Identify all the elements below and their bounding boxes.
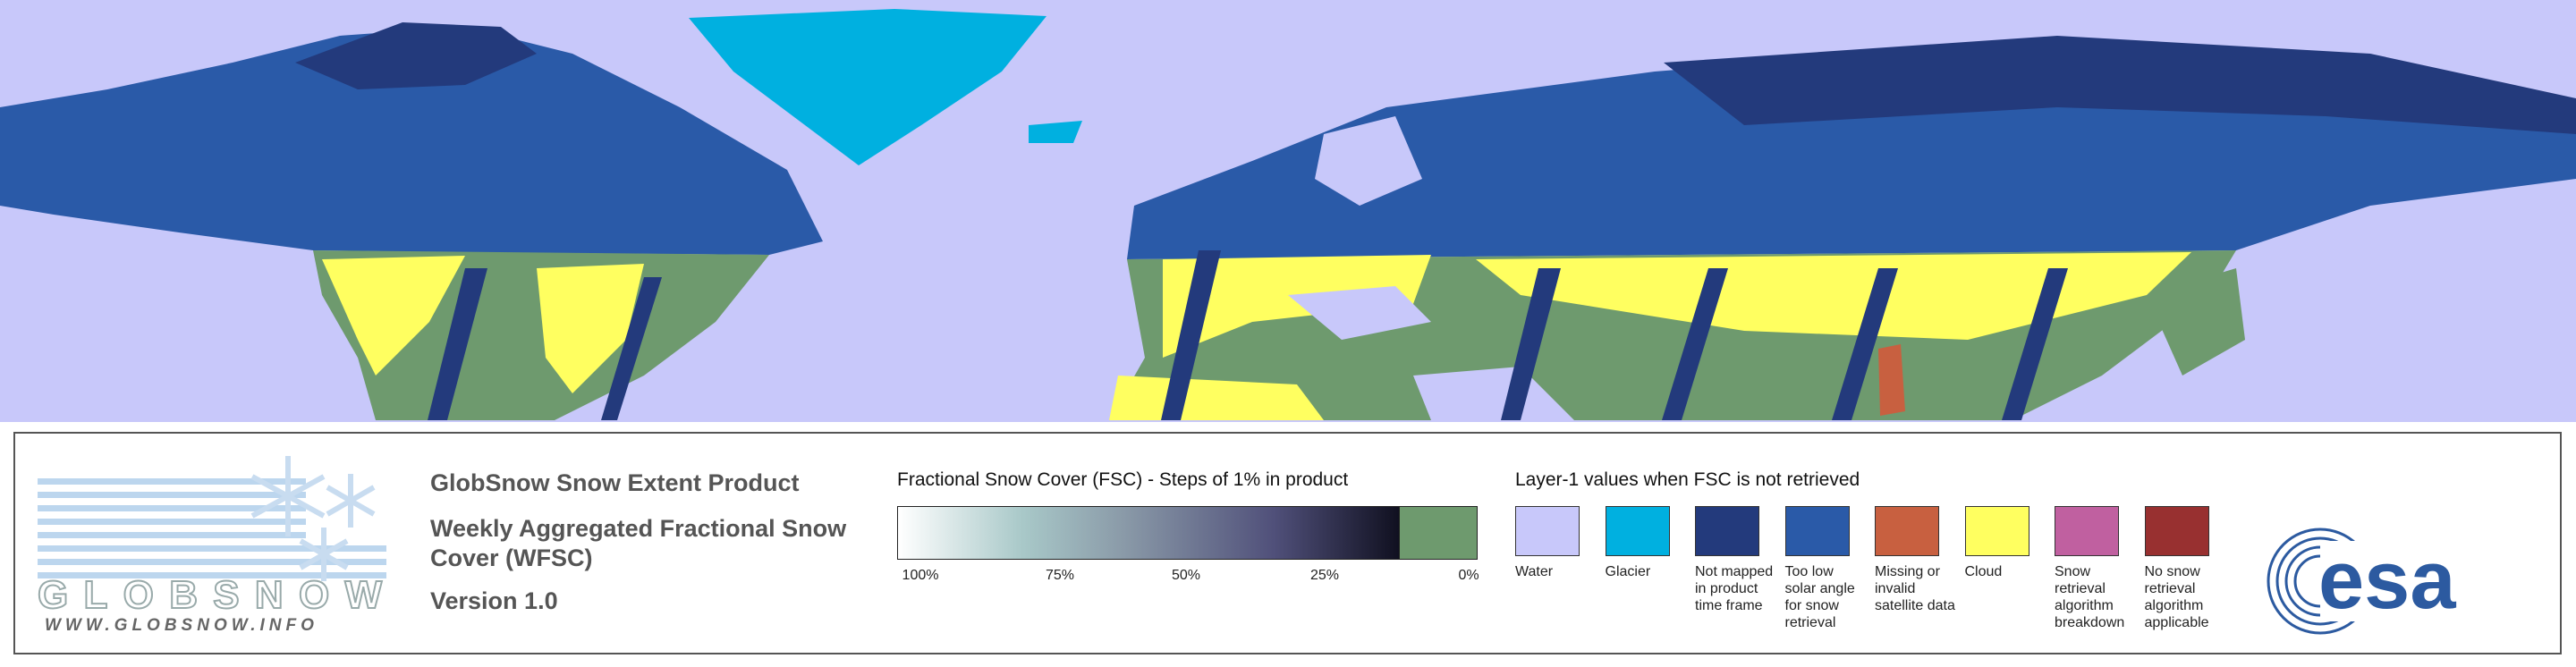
- fsc-title: Fractional Snow Cover (FSC) - Steps of 1…: [897, 469, 1349, 490]
- product-title: GlobSnow Snow Extent Product: [430, 469, 800, 496]
- fsc-zero-swatch: [1400, 506, 1478, 560]
- logo-name: GLOBSNOW: [38, 573, 382, 617]
- legend-label: Not mapped in product time frame: [1695, 564, 1774, 613]
- fsc-tick-label: 25%: [1309, 568, 1340, 583]
- legend-label: Too low solar angle for snow retrieval: [1784, 564, 1855, 630]
- legend-swatch: [1695, 506, 1759, 556]
- legend-swatch: [1515, 506, 1580, 556]
- fsc-tick-label: 0%: [1458, 568, 1479, 583]
- legend-swatch: [1875, 506, 1939, 556]
- legend-swatch: [2055, 506, 2119, 556]
- legend-label: No snow retrieval algorithm applicable: [2144, 564, 2209, 630]
- layer1-title: Layer-1 values when FSC is not retrieved: [1515, 469, 1860, 490]
- legend-panel: GLOBSNOW WWW.GLOBSNOW.INFO GlobSnow Snow…: [13, 432, 2562, 654]
- legend-swatch: [1605, 506, 1670, 556]
- fsc-tick-label: 75%: [1045, 568, 1075, 583]
- legend-label: Glacier: [1605, 564, 1651, 579]
- esa-logo: esa: [2267, 528, 2456, 635]
- fsc-tick-label: 100%: [902, 568, 939, 583]
- snow-map: [0, 0, 2576, 422]
- fsc-colorbar: [897, 506, 1400, 560]
- legend-swatch: [1784, 506, 1850, 556]
- legend-swatch: [2144, 506, 2209, 556]
- product-version: Version 1.0: [430, 587, 558, 614]
- product-subtitle: Weekly Aggregated Fractional Snow Cover …: [430, 515, 847, 571]
- legend-label: Snow retrieval algorithm breakdown: [2055, 564, 2125, 630]
- legend-label: Water: [1515, 564, 1554, 579]
- esa-text: esa: [2318, 535, 2456, 626]
- legend-swatch: [1964, 506, 2029, 556]
- legend-label: Missing or invalid satellite data: [1875, 564, 1955, 613]
- logo-url: WWW.GLOBSNOW.INFO: [45, 616, 318, 635]
- fsc-tick-label: 50%: [1171, 568, 1201, 583]
- legend-label: Cloud: [1964, 564, 2003, 579]
- globsnow-logo: GLOBSNOW WWW.GLOBSNOW.INFO: [38, 456, 386, 635]
